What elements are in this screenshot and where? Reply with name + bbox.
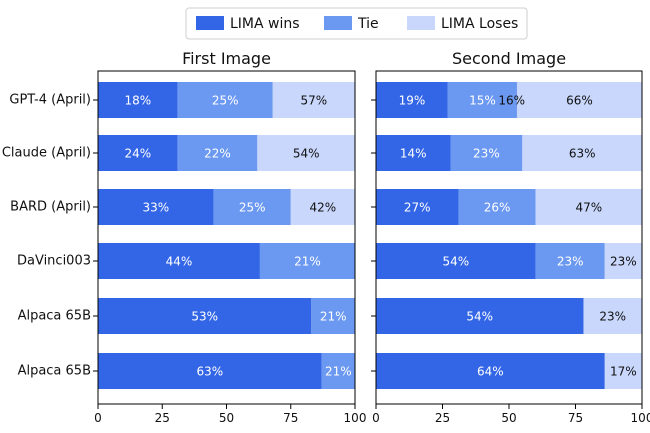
bar-tie [311, 298, 355, 334]
data-label-wins: 14% [400, 147, 427, 161]
panel-first-image: First Image 18% 25% 57% 24% 22% 54% 33% 25% 42% 44… [93, 49, 366, 425]
category-label: Alpaca 65B [18, 309, 91, 324]
bar-wins [376, 243, 536, 279]
data-label-loses: 23% [599, 310, 626, 324]
bar-loses [290, 189, 355, 225]
bar-wins [98, 243, 260, 279]
legend-swatch-wins [196, 16, 224, 30]
data-label-tie: 21% [294, 255, 321, 269]
data-label-loses: 42% [310, 201, 337, 215]
legend-frame [185, 7, 528, 40]
legend-label-loses: LIMA Loses [441, 16, 518, 32]
data-label-wins: 24% [124, 147, 151, 161]
bar-wins [376, 82, 448, 118]
category-label: Claude (April) [2, 146, 91, 161]
bar-tie [535, 243, 605, 279]
bar-loses [604, 243, 642, 279]
x-tick-label: 100 [631, 411, 650, 425]
bar-wins [376, 135, 451, 171]
bar-wins [376, 189, 459, 225]
x-tick-label: 0 [372, 411, 380, 425]
bar-tie [177, 135, 258, 171]
bar-loses [535, 189, 642, 225]
x-tick-label: 25 [435, 411, 450, 425]
bar-wins [98, 82, 178, 118]
data-label-tie: 23% [557, 255, 584, 269]
bar-loses [604, 353, 642, 389]
category-label: DaVinci003 [17, 254, 91, 269]
data-label-tie: 25% [212, 94, 239, 108]
bar-tie [259, 243, 355, 279]
bar-tie [213, 189, 291, 225]
bar-tie [177, 82, 273, 118]
data-label-tie: 26% [484, 201, 511, 215]
data-label-wins: 18% [124, 94, 151, 108]
data-label-tie: 15% [469, 94, 496, 108]
category-labels: GPT-4 (April) Claude (April) BARD (April) D… [2, 93, 91, 379]
data-label-wins: 53% [191, 310, 218, 324]
data-label-tie: 23% [473, 147, 500, 161]
bar-tie [447, 82, 517, 118]
x-tick-label: 50 [501, 411, 516, 425]
bar-wins [98, 189, 214, 225]
data-label-tie: 22% [204, 147, 231, 161]
panel-title: First Image [182, 49, 271, 68]
bar-tie [458, 189, 536, 225]
data-label-wins: 19% [399, 94, 426, 108]
data-label-loses: 23% [610, 255, 637, 269]
x-tick-label: 75 [568, 411, 583, 425]
bar-tie [321, 353, 355, 389]
x-tick-label: 100 [344, 411, 367, 425]
data-label-wins: 63% [196, 365, 223, 379]
legend: LIMA wins Tie LIMA Loses [185, 7, 528, 40]
data-label-tie: 25% [239, 201, 266, 215]
data-label-wins: 54% [442, 255, 469, 269]
bar-wins [376, 298, 584, 334]
data-label-wins: 44% [166, 255, 193, 269]
bar-wins [376, 353, 605, 389]
bar-loses [272, 82, 355, 118]
bar-loses [257, 135, 355, 171]
legend-label-wins: LIMA wins [230, 16, 300, 32]
legend-label-tie: Tie [357, 16, 379, 32]
data-label-loses: 63% [569, 147, 596, 161]
legend-swatch-tie [324, 16, 352, 30]
panel-second-image: Second Image 19% 15% 66% 14% 23% 63% 27% 26% 47% 5… [371, 49, 650, 425]
data-label-loses: 17% [610, 365, 637, 379]
legend-swatch-loses [407, 16, 435, 30]
panel-title: Second Image [452, 49, 566, 68]
data-label-loses: 47% [575, 201, 602, 215]
bar-loses [522, 135, 642, 171]
bar-wins [98, 298, 312, 334]
data-label-wins: 64% [477, 365, 504, 379]
data-label-loses: 66% [566, 94, 593, 108]
data-label-loses: 57% [301, 94, 328, 108]
data-label-wins: 27% [404, 201, 431, 215]
bar-tie [450, 135, 523, 171]
data-label-extra: 16% [498, 94, 525, 108]
category-label: BARD (April) [10, 200, 91, 215]
data-label-wins: 54% [466, 310, 493, 324]
data-label-tie: 21% [325, 365, 352, 379]
bar-loses [516, 82, 642, 118]
data-label-wins: 33% [142, 201, 169, 215]
x-tick-label: 50 [219, 411, 234, 425]
x-tick-label: 25 [155, 411, 170, 425]
data-label-loses: 54% [293, 147, 320, 161]
x-tick-label: 75 [283, 411, 298, 425]
bar-wins [98, 135, 178, 171]
bar-wins [98, 353, 322, 389]
data-label-tie: 21% [320, 310, 347, 324]
category-label: GPT-4 (April) [9, 93, 91, 108]
bar-loses [583, 298, 642, 334]
category-label: Alpaca 65B [18, 364, 91, 379]
x-tick-label: 0 [94, 411, 102, 425]
